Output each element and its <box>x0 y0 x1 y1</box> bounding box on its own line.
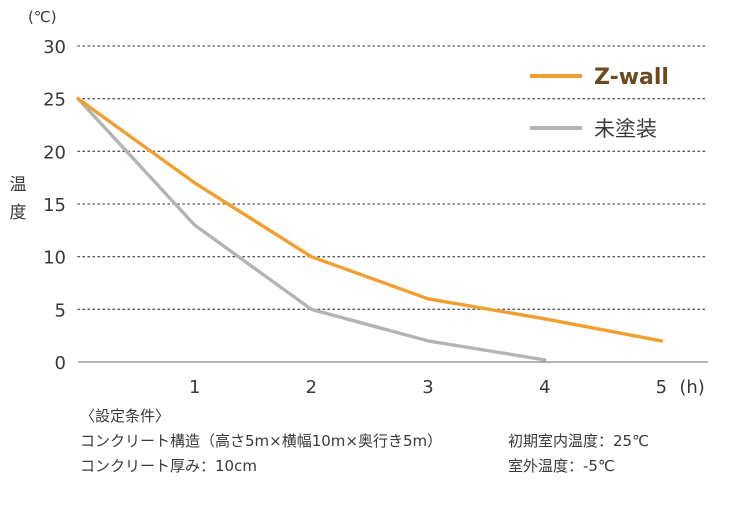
y-tick-label-15: 15 <box>43 195 66 216</box>
conditions-notes: 〈設定条件〉 コンクリート構造（高さ5m×横幅10m×奥行き5m） 初期室内温度… <box>80 404 720 479</box>
y-tick-label-20: 20 <box>43 142 66 163</box>
temperature-chart: 0 5 10 15 20 25 30 1 2 3 4 5 Z-wall 未塗装 (℃) (h) 温度 <box>10 8 709 398</box>
conditions-heading: 〈設定条件〉 <box>80 407 171 425</box>
series-line-zwall <box>76 96 663 343</box>
x-tick-label-5: 5 <box>656 377 667 398</box>
legend-label-zwall: Z-wall <box>594 65 669 90</box>
y-axis-label: 温度 <box>10 175 27 223</box>
outdoor-temp-note: 室外温度：-5℃ <box>508 457 615 475</box>
series-line-unpainted <box>76 96 547 362</box>
x-axis-ticks: 1 2 3 4 5 <box>189 377 667 398</box>
y-tick-label-25: 25 <box>43 90 66 111</box>
x-tick-label-4: 4 <box>539 377 550 398</box>
x-tick-label-3: 3 <box>422 377 433 398</box>
grid-lines <box>77 45 709 310</box>
x-tick-label-2: 2 <box>306 377 317 398</box>
y-axis-label-char-1: 度 <box>10 203 27 223</box>
y-tick-label-10: 10 <box>43 248 66 269</box>
y-tick-label-0: 0 <box>55 353 66 374</box>
legend: Z-wall 未塗装 <box>530 65 669 141</box>
y-tick-label-30: 30 <box>43 37 66 58</box>
x-tick-label-1: 1 <box>189 377 200 398</box>
structure-note: コンクリート構造（高さ5m×横幅10m×奥行き5m） <box>80 432 443 450</box>
thickness-note: コンクリート厚み：10cm <box>80 457 257 475</box>
y-axis-unit: (℃) <box>28 8 57 26</box>
legend-label-unpainted: 未塗装 <box>594 117 657 141</box>
y-axis-ticks: 0 5 10 15 20 25 30 <box>43 37 66 374</box>
x-axis-unit: (h) <box>679 377 704 398</box>
initial-temp-note: 初期室内温度：25℃ <box>508 432 649 450</box>
series-lines <box>76 96 663 362</box>
y-axis-label-char-0: 温 <box>10 175 27 195</box>
y-tick-label-5: 5 <box>55 300 66 321</box>
